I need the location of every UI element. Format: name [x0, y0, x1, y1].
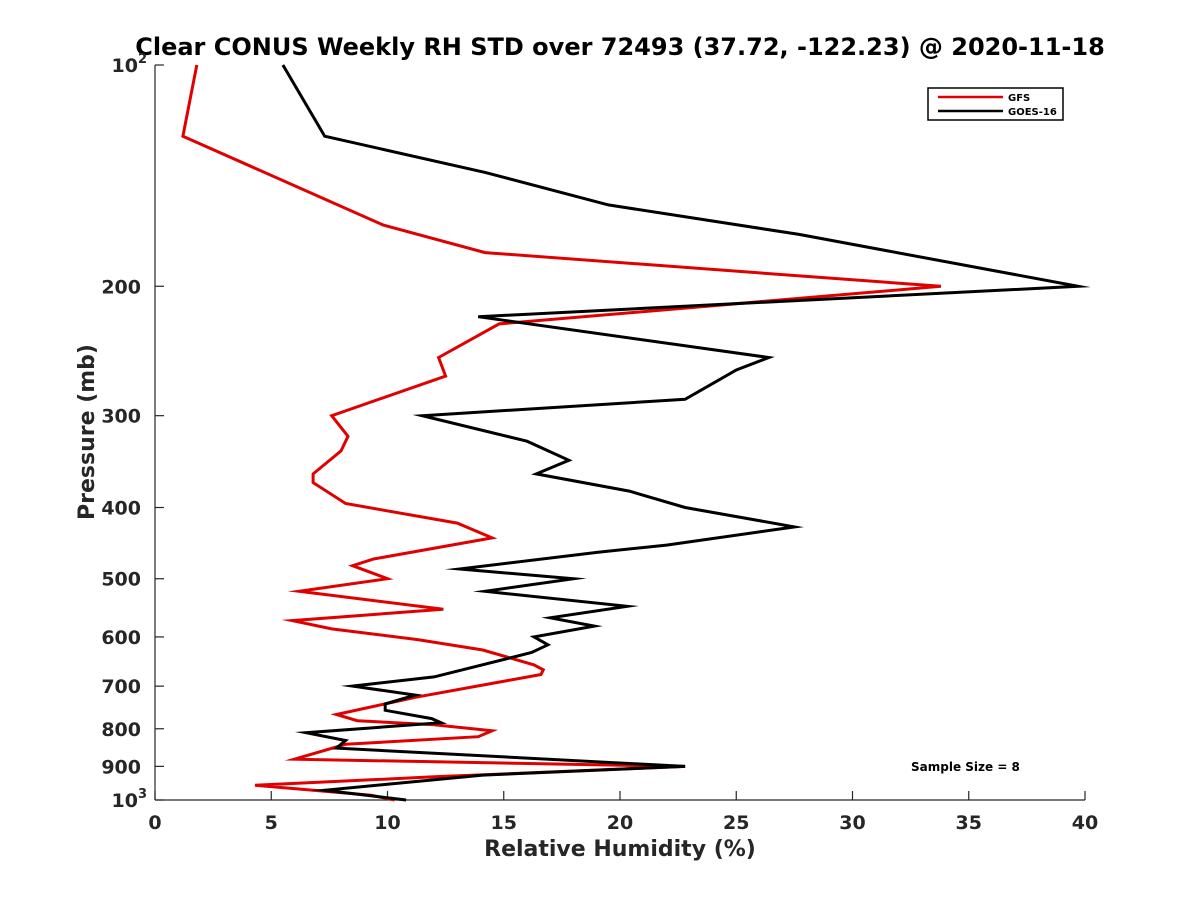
y-tick-label: 400 — [101, 498, 141, 520]
series-layer — [181, 64, 1091, 802]
y-tick-label: 500 — [101, 569, 141, 591]
x-tick-label: 20 — [607, 812, 633, 834]
y-tick-base: 10 — [112, 790, 138, 812]
legend-box — [927, 87, 1064, 121]
legend-label-goes16: GOES-16 — [1008, 107, 1057, 118]
y-tick-label: 600 — [101, 627, 141, 649]
x-axis-ticks: 0 5 10 15 20 25 30 35 40 — [148, 791, 1098, 834]
y-tick-label: 103 — [112, 787, 148, 812]
x-tick-label: 10 — [374, 812, 400, 834]
y-tick-label: 300 — [101, 406, 141, 428]
chart-title: Clear CONUS Weekly RH STD over 72493 (37… — [135, 33, 1105, 61]
plot-area: 0 5 10 15 20 25 30 35 40 10220030040050060070080… — [101, 52, 1098, 834]
x-tick-label: 25 — [723, 812, 749, 834]
x-tick-label: 35 — [956, 812, 982, 834]
series-line-goes16 — [281, 64, 1091, 802]
x-tick-label: 30 — [839, 812, 865, 834]
x-tick-label: 0 — [148, 812, 161, 834]
y-tick-label: 900 — [101, 756, 141, 778]
x-tick-label: 15 — [491, 812, 517, 834]
legend-label-gfs: GFS — [1008, 93, 1030, 104]
legend: GFS GOES-16 — [927, 87, 1064, 121]
x-tick-label: 5 — [265, 812, 278, 834]
series-line-gfs — [181, 64, 942, 802]
y-tick-label: 200 — [101, 276, 141, 298]
y-tick-label: 102 — [112, 52, 148, 77]
y-tick-base: 10 — [112, 55, 138, 77]
x-tick-label: 40 — [1072, 812, 1098, 834]
sample-size-annotation: Sample Size = 8 — [911, 760, 1020, 774]
y-tick-exponent: 3 — [138, 787, 147, 802]
y-tick-label: 800 — [101, 719, 141, 741]
x-axis-label: Relative Humidity (%) — [484, 837, 756, 862]
y-tick-exponent: 2 — [138, 52, 147, 67]
y-axis-label: Pressure (mb) — [75, 344, 100, 520]
y-tick-label: 700 — [101, 676, 141, 698]
